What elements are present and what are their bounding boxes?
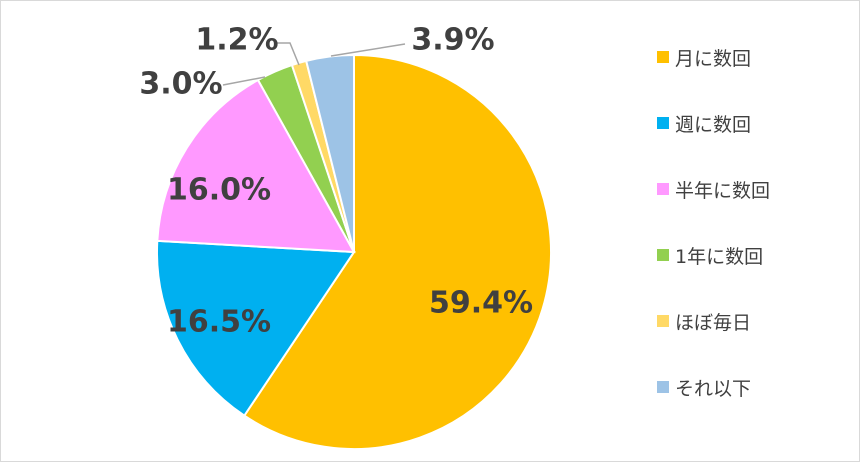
legend-swatch: [657, 117, 669, 129]
legend-item: 1年に数回: [657, 243, 764, 268]
pie-slice: [242, 53, 552, 450]
legend-swatch: [657, 315, 669, 327]
data-label: 16.0%: [167, 173, 271, 208]
legend-label: 半年に数回: [675, 179, 771, 202]
leader-line: [222, 76, 266, 86]
data-label: 59.4%: [429, 286, 533, 321]
data-label: 3.9%: [411, 23, 494, 58]
legend-label: 週に数回: [675, 113, 752, 136]
leader-line: [330, 43, 406, 57]
pie-slice: [304, 53, 355, 253]
legend-label: それ以下: [675, 377, 752, 400]
legend-label: ほぼ毎日: [675, 311, 752, 334]
data-label: 1.2%: [195, 23, 278, 58]
legend-swatch: [657, 381, 669, 393]
pie-slice: [155, 239, 356, 418]
legend-swatch: [657, 183, 669, 195]
legend-item: 半年に数回: [657, 177, 771, 202]
legend-label: 月に数回: [675, 47, 752, 70]
legend-swatch: [657, 249, 669, 261]
legend-item: ほぼ毎日: [657, 309, 752, 334]
legend-swatch: [657, 51, 669, 63]
data-label: 16.5%: [167, 305, 271, 340]
legend-item: 月に数回: [657, 45, 752, 70]
legend-item: それ以下: [657, 375, 752, 400]
leader-line: [276, 42, 300, 66]
data-label: 3.0%: [139, 67, 222, 102]
pie-slice: [156, 78, 356, 254]
legend-label: 1年に数回: [675, 245, 764, 268]
legend-item: 週に数回: [657, 111, 752, 136]
